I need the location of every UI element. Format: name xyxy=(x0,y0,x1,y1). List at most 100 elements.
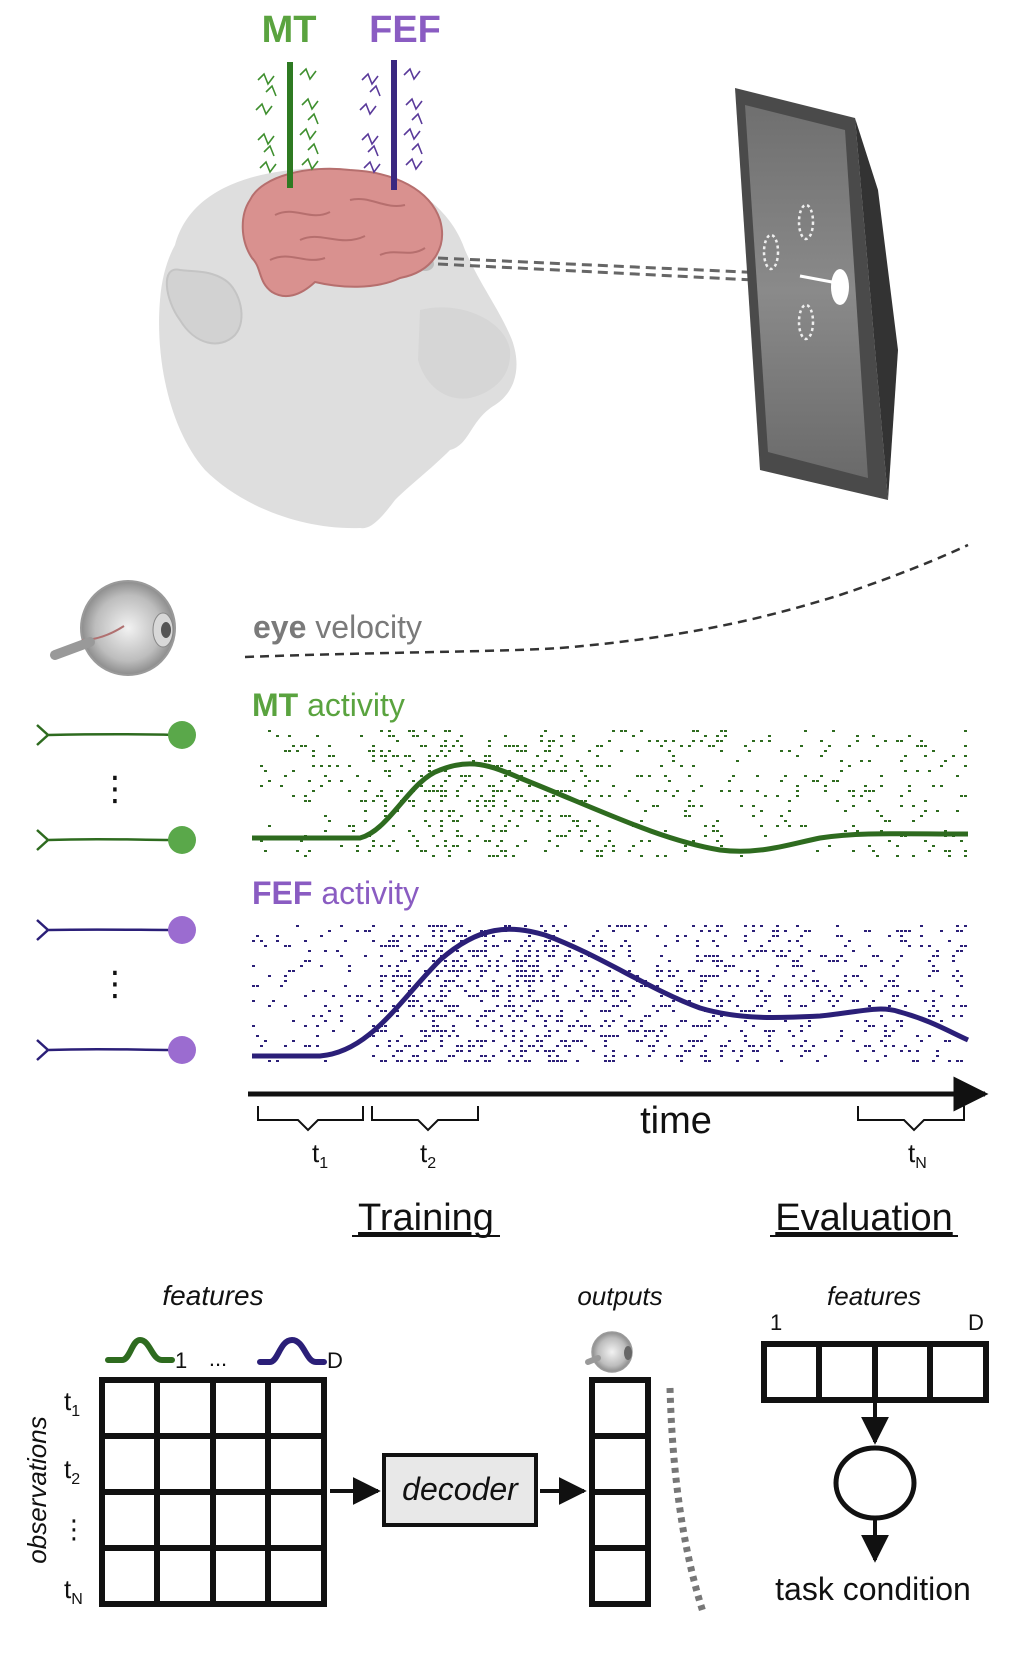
spike xyxy=(456,1005,459,1007)
spike xyxy=(676,940,679,942)
spike xyxy=(268,975,271,977)
spike xyxy=(656,1040,659,1042)
spike xyxy=(816,780,819,782)
spike xyxy=(480,930,483,932)
spike xyxy=(700,975,703,977)
spike xyxy=(564,925,567,927)
spike xyxy=(480,1055,483,1057)
spike xyxy=(720,750,723,752)
spike xyxy=(812,780,815,782)
spike xyxy=(452,940,455,942)
spike xyxy=(320,1015,323,1017)
spike xyxy=(740,1010,743,1012)
spike xyxy=(740,955,743,957)
spike xyxy=(328,820,331,822)
spike xyxy=(524,980,527,982)
spike xyxy=(552,955,555,957)
spike xyxy=(420,1005,423,1007)
spike xyxy=(560,755,563,757)
spike xyxy=(548,770,551,772)
spike xyxy=(544,950,547,952)
spike xyxy=(304,960,307,962)
spike xyxy=(600,855,603,857)
spike xyxy=(780,955,783,957)
spike xyxy=(936,1055,939,1057)
spike xyxy=(432,1010,435,1012)
spike xyxy=(304,855,307,857)
spike xyxy=(892,1000,895,1002)
spike xyxy=(856,735,859,737)
spike xyxy=(648,775,651,777)
spike xyxy=(284,945,287,947)
spike xyxy=(624,940,627,942)
spike xyxy=(700,1025,703,1027)
spike xyxy=(568,815,571,817)
spike xyxy=(868,1025,871,1027)
spike xyxy=(452,1055,455,1057)
spike xyxy=(468,1050,471,1052)
spike xyxy=(888,1035,891,1037)
spike xyxy=(724,935,727,937)
spike xyxy=(636,750,639,752)
spike xyxy=(700,985,703,987)
target-dot-bottom xyxy=(797,303,815,341)
spike xyxy=(416,840,419,842)
spike xyxy=(784,820,787,822)
spike xyxy=(428,980,431,982)
spike xyxy=(728,985,731,987)
spike xyxy=(556,945,559,947)
spike xyxy=(632,960,635,962)
spike xyxy=(860,795,863,797)
spike xyxy=(416,1060,419,1062)
spike xyxy=(532,970,535,972)
spike xyxy=(500,765,503,767)
spike xyxy=(716,995,719,997)
spike xyxy=(928,945,931,947)
spike xyxy=(424,955,427,957)
spike xyxy=(312,1015,315,1017)
spike xyxy=(476,835,479,837)
spike xyxy=(932,1060,935,1062)
spike xyxy=(888,980,891,982)
spike xyxy=(428,765,431,767)
spike xyxy=(960,1005,963,1007)
spike xyxy=(836,955,839,957)
spike xyxy=(452,1030,455,1032)
spike xyxy=(400,1050,403,1052)
spike xyxy=(280,985,283,987)
spike xyxy=(268,780,271,782)
spike xyxy=(820,775,823,777)
spike xyxy=(808,950,811,952)
spike xyxy=(404,1045,407,1047)
spike xyxy=(752,955,755,957)
spike xyxy=(800,965,803,967)
spike xyxy=(384,975,387,977)
spike xyxy=(516,970,519,972)
spike xyxy=(964,855,967,857)
spike xyxy=(888,1005,891,1007)
spike xyxy=(396,740,399,742)
spike xyxy=(676,970,679,972)
row-tN-label: tN xyxy=(64,1574,83,1608)
spike xyxy=(524,960,527,962)
spike xyxy=(488,840,491,842)
spike xyxy=(692,730,695,732)
spike xyxy=(584,985,587,987)
spike xyxy=(756,975,759,977)
spike xyxy=(688,805,691,807)
spike xyxy=(680,765,683,767)
spike xyxy=(432,930,435,932)
spike xyxy=(764,835,767,837)
spike xyxy=(812,1000,815,1002)
spike xyxy=(560,815,563,817)
spike xyxy=(440,795,443,797)
spike xyxy=(544,1025,547,1027)
spike xyxy=(400,1060,403,1062)
spike xyxy=(668,1045,671,1047)
spike xyxy=(776,935,779,937)
spike xyxy=(788,825,791,827)
spike xyxy=(564,770,567,772)
spike xyxy=(936,1050,939,1052)
spike xyxy=(736,1005,739,1007)
spike xyxy=(344,940,347,942)
